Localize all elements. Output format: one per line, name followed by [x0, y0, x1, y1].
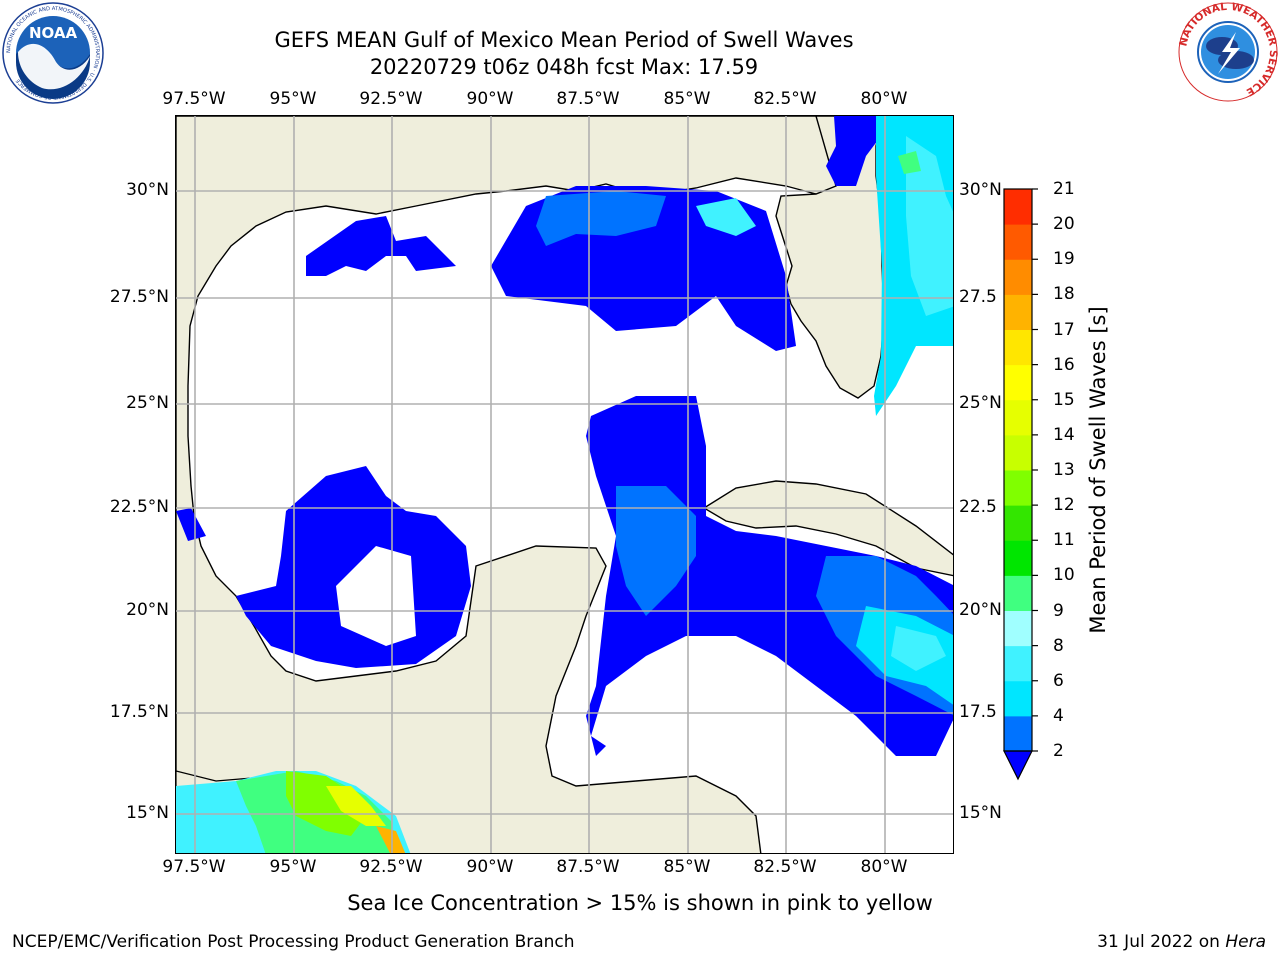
colorbar-bin	[1004, 715, 1032, 752]
colorbar-tick-label: 18	[1053, 284, 1075, 305]
lon-tick-bottom: 92.5°W	[359, 857, 423, 877]
colorbar-tick-label: 4	[1053, 705, 1064, 726]
lat-tick-right: 25°N	[959, 393, 1002, 413]
colorbar-bin	[1004, 189, 1032, 225]
lon-tick-top: 97.5°W	[162, 89, 226, 109]
lat-tick-left: 15°N	[126, 803, 169, 823]
colorbar	[1003, 188, 1038, 781]
producer-credit: NCEP/EMC/Verification Post Processing Pr…	[12, 932, 575, 952]
lat-tick-left: 17.5°N	[109, 702, 169, 722]
lon-tick-top: 90°W	[466, 89, 514, 109]
lon-tick-bottom: 85°W	[663, 857, 711, 877]
lon-tick-bottom: 90°W	[466, 857, 514, 877]
lon-tick-top: 80°W	[860, 89, 908, 109]
noaa-logo: NATIONAL OCEANIC AND ATMOSPHERIC ADMINIS…	[2, 2, 104, 104]
colorbar-tick-label: 19	[1053, 249, 1075, 270]
colorbar-bin	[1004, 505, 1032, 541]
lon-tick-top: 87.5°W	[556, 89, 620, 109]
lon-tick-bottom: 95°W	[269, 857, 317, 877]
colorbar-tick-label: 16	[1053, 354, 1075, 375]
gulf-map	[175, 115, 954, 854]
colorbar-tick-label: 9	[1053, 600, 1064, 621]
lon-tick-top: 85°W	[663, 89, 711, 109]
lat-tick-left: 22.5°N	[109, 497, 169, 517]
colorbar-bin	[1004, 680, 1032, 717]
lon-tick-bottom: 80°W	[860, 857, 908, 877]
colorbar-tick-label: 12	[1053, 495, 1075, 516]
colorbar-tick-label: 20	[1053, 214, 1075, 235]
colorbar-tick-label: 21	[1053, 179, 1075, 199]
lon-tick-bottom: 82.5°W	[753, 857, 817, 877]
lat-tick-right: 22.5	[959, 497, 997, 517]
lat-tick-right: 17.5	[959, 702, 997, 722]
colorbar-bin	[1004, 399, 1032, 436]
colorbar-bin	[1004, 434, 1032, 471]
colorbar-bin	[1004, 294, 1032, 330]
sea-ice-caption: Sea Ice Concentration > 15% is shown in …	[347, 891, 933, 915]
colorbar-tick-label: 11	[1053, 530, 1075, 551]
colorbar-bin	[1004, 540, 1032, 576]
colorbar-bin	[1004, 364, 1032, 401]
lat-tick-left: 27.5°N	[109, 287, 169, 307]
lon-tick-top: 92.5°W	[359, 89, 423, 109]
svg-text:NOAA: NOAA	[29, 24, 78, 42]
colorbar-tick-label: 14	[1053, 424, 1075, 445]
lon-tick-bottom: 97.5°W	[162, 857, 226, 877]
lat-tick-left: 30°N	[126, 180, 169, 200]
colorbar-bin	[1004, 259, 1032, 295]
colorbar-bin	[1004, 575, 1032, 611]
colorbar-under-triangle	[1003, 750, 1033, 781]
colorbar-label: Mean Period of Swell Waves [s]	[1086, 306, 1110, 634]
colorbar-tick-label: 8	[1053, 635, 1064, 656]
map-subtitle: 20220729 t06z 048h fcst Max: 17.59	[369, 55, 759, 79]
nws-logo: NATIONAL WEATHER SERVICE	[1178, 2, 1278, 102]
map-title: GEFS MEAN Gulf of Mexico Mean Period of …	[274, 28, 854, 52]
colorbar-tick-label: 2	[1053, 741, 1064, 761]
lon-tick-top: 82.5°W	[753, 89, 817, 109]
colorbar-bin	[1004, 645, 1032, 682]
land-cuba	[702, 480, 953, 577]
render-host: Hera	[1225, 932, 1266, 952]
lat-tick-left: 25°N	[126, 393, 169, 413]
lat-tick-left: 20°N	[126, 600, 169, 620]
render-date-text: 31 Jul 2022 on	[1097, 932, 1220, 952]
lat-tick-right: 30°N	[959, 180, 1002, 200]
lat-tick-right: 27.5	[959, 287, 997, 307]
colorbar-tick-label: 15	[1053, 389, 1075, 410]
colorbar-tick-label: 17	[1053, 319, 1075, 340]
lon-tick-top: 95°W	[269, 89, 317, 109]
lon-tick-bottom: 87.5°W	[556, 857, 620, 877]
render-date: 31 Jul 2022 on Hera	[1097, 932, 1266, 952]
swell-period-field	[176, 116, 953, 853]
graticule	[176, 116, 953, 853]
colorbar-bin	[1004, 224, 1032, 260]
lat-tick-right: 15°N	[959, 803, 1002, 823]
colorbar-bin	[1004, 470, 1032, 506]
colorbar-bin	[1004, 329, 1032, 366]
colorbar-tick-label: 10	[1053, 565, 1075, 586]
colorbar-tick-label: 13	[1053, 460, 1075, 480]
colorbar-bin	[1004, 610, 1032, 647]
colorbar-tick-label: 6	[1053, 670, 1064, 691]
lat-tick-right: 20°N	[959, 600, 1002, 620]
